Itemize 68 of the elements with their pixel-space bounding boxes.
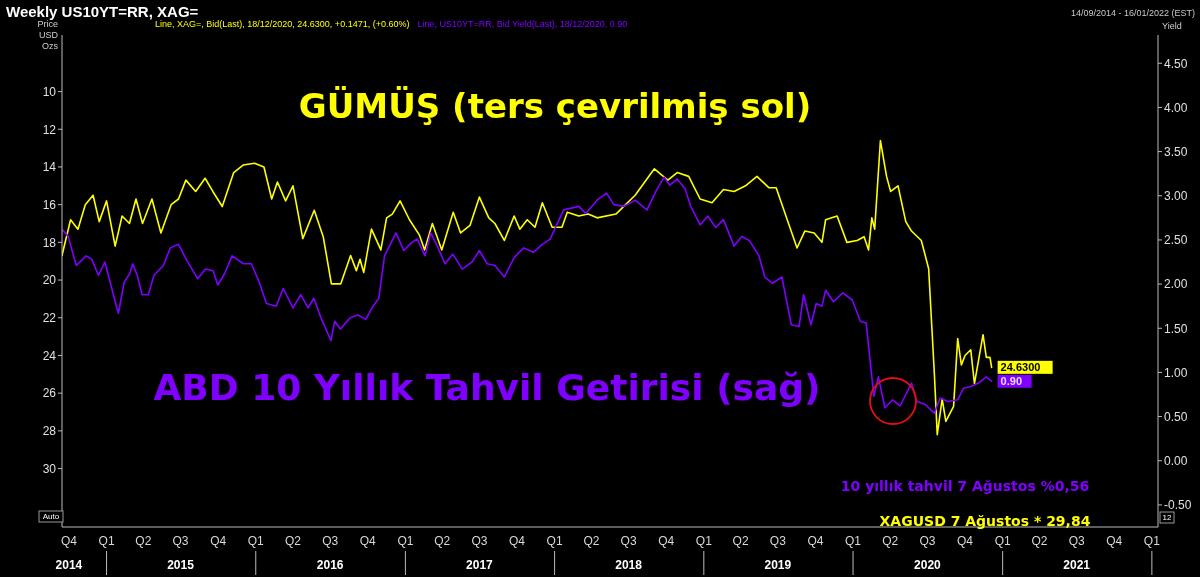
y-tick-label: 24	[42, 348, 57, 363]
y-tick-label: 28	[42, 424, 57, 439]
y-tick-label: 14	[42, 160, 57, 175]
y2-axis-title: Yield	[1162, 21, 1182, 31]
y2-tick-label: 1.00	[1164, 365, 1188, 380]
x-tick-label: Q2	[135, 534, 152, 548]
x-tick-label: Q4 2014	[55, 534, 83, 572]
x-tick-label: Q3 2019	[764, 534, 792, 572]
chart-subtitle: 14/09/2014 - 16/01/2022 (EST)	[1070, 8, 1195, 18]
x-tick-label: Q3 2018	[615, 534, 643, 572]
x-tick-label: Q4	[210, 534, 227, 548]
line-series	[62, 139, 993, 436]
y-tick-label: 22	[42, 311, 57, 326]
text: Line, XAG=, Bid(Last), 18/12/2020, 24.6300, +0.1471, (+0.60%)	[155, 19, 410, 29]
text: 12	[1162, 513, 1172, 522]
x-tick-label: Q3 2020	[914, 534, 942, 572]
x-tick-label: Q4	[1106, 534, 1123, 548]
x-tick-label: Q1	[1143, 534, 1161, 548]
text: Auto	[42, 512, 60, 521]
data-label: 0.90	[1000, 375, 1023, 388]
x-tick-label: Q4	[359, 534, 377, 548]
x-tick-label: Q1	[695, 534, 713, 548]
x-tick-label: Q1	[397, 534, 414, 548]
y2-tick-label: 1.50	[1164, 321, 1188, 336]
y-tick-label: 20	[42, 273, 57, 288]
chart-title: Weekly US10YT=RR, XAG=	[6, 3, 199, 20]
x-tick-label: Q1	[994, 534, 1011, 548]
y-axis-title: Price USD Ozs	[37, 19, 59, 51]
x-tick-label: Q4	[658, 534, 675, 548]
x-tick-label: Q1	[845, 534, 862, 548]
annotation: 10 yıllık tahvil 7 Ağustos %0,56	[840, 478, 1090, 494]
y-tick-label: 16	[42, 197, 57, 212]
data-label: 24.6300	[1000, 361, 1041, 374]
x-tick-label: Q3 2017	[466, 534, 494, 572]
x-tick-label: Q2	[1031, 534, 1048, 548]
y2-tick-label: 4.00	[1164, 100, 1188, 115]
y-tick-label: 10	[42, 84, 57, 99]
x-tick-label: Q1	[98, 534, 115, 548]
annotation: XAGUSD 7 Ağustos * 29,84	[879, 513, 1091, 529]
y-tick-label: 30	[42, 461, 57, 476]
y2-tick-label: 3.00	[1164, 189, 1188, 204]
x-tick-label: Q2	[284, 534, 302, 548]
x-tick-label: Q1	[546, 534, 563, 548]
x-tick-label: Q2	[434, 534, 451, 548]
y2-tick-label: -0.50	[1164, 498, 1192, 513]
x-tick-label: Q2	[732, 534, 749, 548]
x-tick-label: Q4	[807, 534, 824, 548]
x-tick-label: Q2	[882, 534, 899, 548]
annotation: ABD 10 Yıllık Tahvil Getirisi (sağ)	[153, 367, 821, 408]
x-tick-label: Q4	[508, 534, 526, 548]
x-tick-label: Q2	[583, 534, 600, 548]
y-tick-label: 26	[42, 386, 57, 401]
y2-tick-label: 2.50	[1164, 233, 1188, 248]
x-tick-label: Q3 2021	[1063, 534, 1091, 572]
x-tick-label: Q3 2016	[316, 534, 344, 572]
text: Line, US10YT=RR, Bid Yield(Last), 18/12/2020, 0.90	[417, 19, 628, 29]
y2-tick-label: 2.00	[1164, 277, 1188, 292]
y-tick-label: 12	[42, 122, 57, 137]
y2-tick-label: 3.50	[1164, 144, 1188, 159]
x-tick-label: Q4	[957, 534, 974, 548]
y2-tick-label: 4.50	[1164, 56, 1188, 71]
y-tick-label: 18	[42, 235, 57, 250]
x-tick-label: Q1	[247, 534, 265, 548]
line-series	[62, 176, 993, 414]
y2-tick-label: 0.00	[1164, 454, 1188, 469]
annotation: GÜMÜŞ (ters çevrilmiş sol)	[298, 86, 812, 126]
y2-tick-label: 0.50	[1164, 409, 1188, 424]
x-tick-label: Q3 2015	[167, 534, 195, 572]
